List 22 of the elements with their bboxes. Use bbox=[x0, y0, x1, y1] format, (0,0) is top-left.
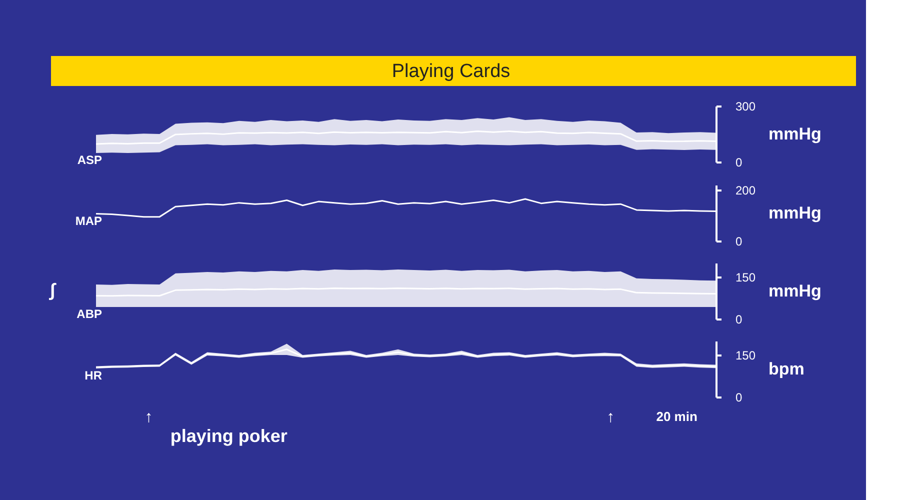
y-axis-title: mmHg bbox=[768, 204, 822, 222]
chart-title: Playing Cards bbox=[392, 61, 510, 82]
text: ∫ bbox=[48, 280, 58, 300]
y-tick-label: 0 bbox=[736, 312, 742, 326]
y-tick-label: 0 bbox=[736, 234, 742, 248]
series-label: HR bbox=[84, 368, 102, 382]
text: ↑ bbox=[606, 409, 615, 426]
series-label: ASP bbox=[77, 153, 102, 168]
y-tick-label: 200 bbox=[736, 184, 756, 198]
y-tick-label: 150 bbox=[736, 348, 756, 362]
y-tick-label: 300 bbox=[736, 100, 756, 114]
y-axis-title: mmHg bbox=[768, 124, 822, 144]
text: ↑ bbox=[144, 409, 153, 426]
y-axis-title: mmHg bbox=[768, 282, 822, 300]
y-tick-label: 150 bbox=[736, 270, 756, 284]
text: 20 min bbox=[656, 409, 698, 424]
y-tick-label: 0 bbox=[736, 156, 742, 170]
y-tick-label: 0 bbox=[736, 390, 742, 404]
series-label: MAP bbox=[75, 214, 102, 228]
y-axis-title: bpm bbox=[768, 360, 804, 378]
text: playing poker bbox=[170, 426, 288, 446]
series-label: ABP bbox=[76, 306, 102, 321]
